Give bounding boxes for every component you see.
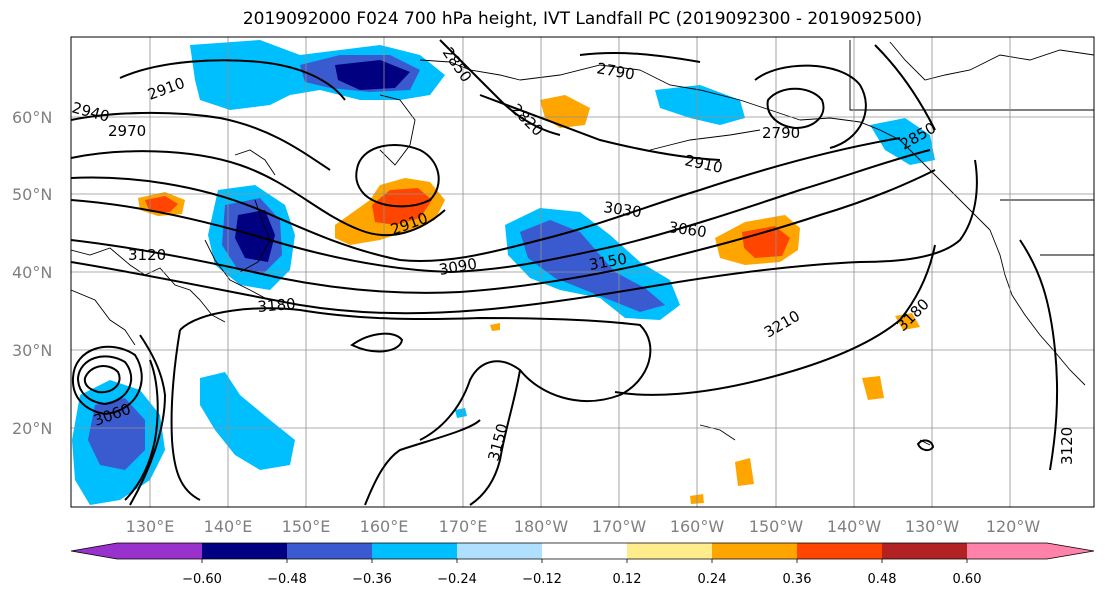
colorbar-ticks <box>201 559 968 563</box>
ivt-region-philippine-core <box>88 398 145 470</box>
colorbar-tick-label: −0.48 <box>267 572 307 587</box>
colorbar-swatch <box>372 543 457 559</box>
contour-label: 2970 <box>108 122 146 140</box>
colorbar-swatch <box>967 543 1047 559</box>
ivt-positive-regions <box>138 95 920 504</box>
ivt-region-kamchatka-center <box>335 60 410 90</box>
colorbar-swatch <box>287 543 372 559</box>
colorbar-swatch <box>627 543 712 559</box>
colorbar-tick-label: −0.24 <box>437 572 477 587</box>
map-title: 2019092000 F024 700 hPa height, IVT Land… <box>242 9 923 29</box>
longitude-label: 140°E <box>204 517 253 536</box>
ivt-region-aleutian-warm <box>540 95 590 128</box>
longitude-label: 160°W <box>670 517 725 536</box>
colorbar-swatch <box>882 543 967 559</box>
ivt-region-small-4 <box>735 458 754 486</box>
colorbar-extend-high <box>1047 543 1094 559</box>
ivt-region-small-2 <box>455 408 467 418</box>
longitude-label: 170°E <box>439 517 488 536</box>
colorbar-tick-label: 0.36 <box>783 572 812 587</box>
longitude-axis: 130°E 140°E 150°E 160°E 170°E 180°W 170°… <box>126 517 1041 536</box>
colorbar-tick-label: 0.24 <box>698 572 727 587</box>
map-border <box>70 36 1095 508</box>
ivt-region-ne-pacific-core <box>742 226 790 258</box>
ivt-region-small-7 <box>490 323 500 331</box>
latitude-label: 50°N <box>12 185 52 204</box>
contour-label: 3030 <box>602 198 642 221</box>
contour-label: 3060 <box>667 218 707 241</box>
colorbar-swatch <box>797 543 882 559</box>
contour-label: 2790 <box>762 124 800 142</box>
contour-label: 3180 <box>257 295 297 316</box>
contour-label: 3120 <box>128 246 166 264</box>
longitude-label: 150°W <box>749 517 804 536</box>
longitude-label: 130°E <box>126 517 175 536</box>
latitude-axis: 60°N 50°N 40°N 30°N 20°N <box>12 108 52 438</box>
gridlines <box>71 37 1094 507</box>
colorbar-swatch <box>712 543 797 559</box>
colorbar-tick-label: −0.36 <box>352 572 392 587</box>
ivt-region-west-japan-core <box>145 196 178 212</box>
ivt-region-midpacific-core <box>520 220 665 312</box>
colorbar-swatch <box>457 543 542 559</box>
colorbar-swatch <box>202 543 287 559</box>
ivt-region-small-3 <box>862 376 884 400</box>
latitude-label: 20°N <box>12 419 52 438</box>
colorbar-tick-label: −0.12 <box>522 572 562 587</box>
longitude-label: 150°E <box>282 517 331 536</box>
colorbar-extend-low <box>71 543 117 559</box>
colorbar-tick-label: 0.48 <box>868 572 897 587</box>
colorbar: −0.60 −0.48 −0.36 −0.24 −0.12 0.12 0.24 … <box>70 542 1095 587</box>
ivt-region-subtropical <box>200 372 295 470</box>
ivt-region-small-1 <box>690 95 735 115</box>
longitude-label: 180°W <box>514 517 569 536</box>
colorbar-tick-label: −0.60 <box>182 572 222 587</box>
colorbar-outline <box>70 542 1095 560</box>
colorbar-swatch <box>542 543 627 559</box>
colorbar-tick-label: 0.12 <box>613 572 642 587</box>
longitude-label: 140°W <box>827 517 882 536</box>
height-contours <box>71 39 1059 506</box>
colorbar-swatch <box>117 543 202 559</box>
longitude-label: 170°W <box>592 517 647 536</box>
ivt-negative-regions <box>72 40 935 505</box>
longitude-label: 130°W <box>905 517 960 536</box>
coastlines <box>71 40 1094 446</box>
latitude-label: 40°N <box>12 263 52 282</box>
latitude-label: 60°N <box>12 108 52 127</box>
longitude-label: 160°E <box>360 517 409 536</box>
colorbar-tick-label: 0.60 <box>953 572 982 587</box>
latitude-label: 30°N <box>12 341 52 360</box>
contour-label: 3120 <box>1058 427 1076 465</box>
longitude-label: 120°W <box>986 517 1041 536</box>
